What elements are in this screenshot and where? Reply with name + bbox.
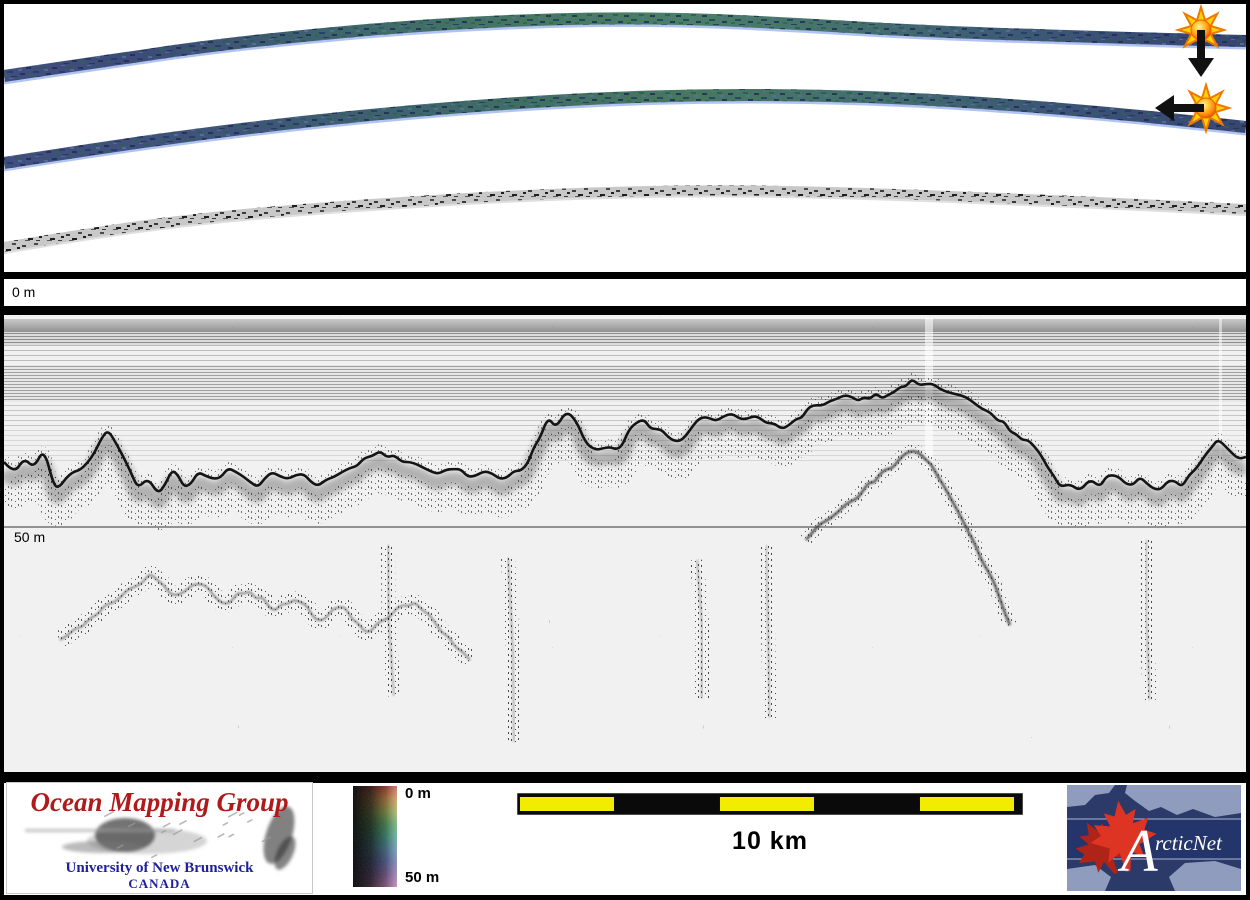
scale-bar — [517, 793, 1023, 815]
colorbar-top-label: 0 m — [405, 785, 431, 802]
direction-arrow-head — [1188, 58, 1214, 77]
scale-bar-segments — [520, 797, 1014, 811]
deep-reflector — [59, 574, 471, 661]
omg-country: CANADA — [128, 876, 191, 891]
omg-logo: Ocean Mapping Group University of New Br… — [6, 782, 313, 894]
survey-tracks — [4, 12, 1246, 254]
scatter-plume-core — [765, 544, 771, 719]
survey-track-3-fringe — [4, 195, 1246, 254]
arcticnet-logo: A rcticNet — [1065, 783, 1243, 893]
depth-colorbar — [353, 786, 397, 887]
omg-university: University of New Brunswick — [65, 860, 254, 876]
direction-arrow-head — [1155, 95, 1174, 121]
arcticnet-initial: A — [1117, 818, 1158, 884]
omg-title: Ocean Mapping Group — [30, 787, 289, 817]
sketch-hatching — [103, 810, 272, 859]
survey-track-2-texture — [4, 88, 1246, 169]
arctic-map-land — [1067, 785, 1241, 891]
deep-scatter-features — [55, 539, 1157, 743]
survey-track-1-texture — [4, 12, 1246, 82]
shot-marker-1 — [1174, 4, 1228, 77]
seafloor-fuzz — [4, 372, 1246, 492]
colorbar-bottom-label: 50 m — [405, 869, 440, 886]
direction-arrow-icon — [1170, 104, 1204, 112]
arcticnet-wordmark: rcticNet — [1155, 831, 1223, 855]
scatter-plume-core — [1145, 539, 1151, 701]
deep-grain — [4, 520, 1246, 772]
scale-bar-yellow-segment — [920, 797, 1014, 811]
echogram-panel: 50 m — [4, 315, 1246, 772]
surface-depth-band: 0 m — [4, 279, 1246, 306]
scale-bar-yellow-segment — [720, 797, 814, 811]
survey-map-panel — [4, 4, 1246, 272]
seafloor-subsurface-texture — [4, 393, 1246, 530]
shot-markers — [1155, 4, 1233, 135]
omg-logo-art — [7, 783, 312, 893]
shot-marker-2 — [1155, 81, 1233, 135]
scatter-plume-core — [387, 544, 395, 697]
depth-50m-label: 50 m — [14, 529, 45, 545]
direction-arrow-icon — [1197, 30, 1205, 62]
scale-bar-yellow-segment — [520, 797, 614, 811]
subbottom-reflector — [805, 450, 1012, 626]
footer-bar: Ocean Mapping Group University of New Br… — [4, 782, 1246, 895]
survey-track-1-fringe — [4, 23, 1246, 85]
seafloor-trace — [4, 372, 1246, 628]
scatter-plume-core — [696, 559, 703, 699]
survey-track-3-texture — [4, 185, 1246, 252]
scatter-plume-core — [507, 557, 515, 743]
scale-bar-label: 10 km — [732, 827, 808, 855]
surface-depth-label: 0 m — [12, 284, 36, 300]
seafloor-line — [4, 379, 1246, 493]
survey-track-2-fringe — [4, 100, 1246, 172]
